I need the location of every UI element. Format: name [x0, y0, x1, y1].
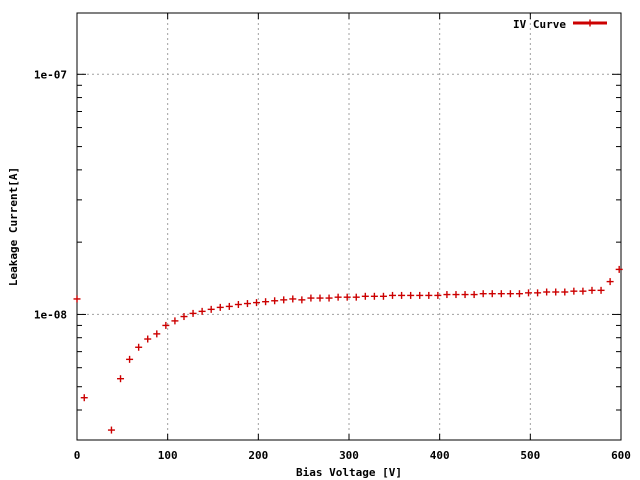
data-point	[316, 294, 324, 302]
legend-marker	[586, 19, 594, 27]
data-point	[461, 291, 469, 299]
data-point	[398, 291, 406, 299]
data-point	[73, 295, 81, 303]
data-point	[525, 289, 533, 297]
data-point	[262, 298, 270, 306]
data-point	[570, 287, 578, 295]
data-point	[470, 291, 478, 299]
data-point	[271, 297, 279, 305]
data-point	[298, 296, 306, 304]
data-point	[162, 321, 170, 329]
y-tick-label: 1e-08	[34, 308, 67, 321]
data-point	[144, 335, 152, 343]
data-point	[243, 300, 251, 308]
data-point	[334, 293, 342, 301]
data-point	[425, 291, 433, 299]
data-point	[289, 295, 297, 303]
data-point	[534, 289, 542, 297]
legend: IV Curve	[513, 18, 607, 31]
data-point	[234, 300, 242, 308]
data-point	[361, 292, 369, 300]
grid	[77, 13, 621, 440]
data-point	[515, 290, 523, 298]
data-point	[588, 286, 596, 294]
x-axis-label: Bias Voltage [V]	[296, 466, 402, 479]
data-point	[153, 330, 161, 338]
data-point	[552, 288, 560, 296]
data-point	[80, 394, 88, 402]
data-points	[73, 265, 623, 434]
data-point	[280, 296, 288, 304]
data-point	[189, 309, 197, 317]
data-point	[434, 291, 442, 299]
legend-label: IV Curve	[513, 18, 566, 31]
data-point	[452, 291, 460, 299]
data-point	[207, 305, 215, 313]
plot-frame	[76, 12, 622, 441]
data-point	[497, 290, 505, 298]
data-point	[198, 307, 206, 315]
data-point	[126, 355, 134, 363]
y-axis-label: Leakage Current[A]	[7, 167, 20, 286]
data-point	[325, 294, 333, 302]
data-point	[352, 293, 360, 301]
x-tick-label: 400	[430, 449, 450, 462]
data-point	[416, 291, 424, 299]
data-point	[597, 286, 605, 294]
data-point	[117, 375, 125, 383]
x-tick-label: 300	[339, 449, 359, 462]
axes: 0 100 200 300 400 500 600 1e-07 1e-08	[34, 12, 631, 462]
data-point	[488, 290, 496, 298]
data-point	[379, 292, 387, 300]
data-point	[543, 288, 551, 296]
data-point	[615, 265, 623, 273]
x-tick-label: 0	[74, 449, 81, 462]
data-point	[180, 313, 188, 321]
x-tick-label: 600	[611, 449, 631, 462]
y-tick-label: 1e-07	[34, 68, 67, 81]
data-point	[579, 287, 587, 295]
x-tick-label: 200	[248, 449, 268, 462]
data-point	[135, 343, 143, 351]
data-point	[561, 288, 569, 296]
data-point	[307, 294, 315, 302]
x-tick-label: 500	[520, 449, 540, 462]
data-point	[407, 291, 415, 299]
data-point	[443, 291, 451, 299]
data-point	[216, 303, 224, 311]
data-point	[225, 302, 233, 310]
data-point	[171, 317, 179, 325]
data-point	[343, 293, 351, 301]
data-point	[107, 426, 115, 434]
x-tick-label: 100	[158, 449, 178, 462]
data-point	[370, 292, 378, 300]
data-point	[606, 278, 614, 286]
data-point	[479, 290, 487, 298]
data-point	[389, 291, 397, 299]
data-point	[506, 290, 514, 298]
data-point	[253, 299, 261, 307]
